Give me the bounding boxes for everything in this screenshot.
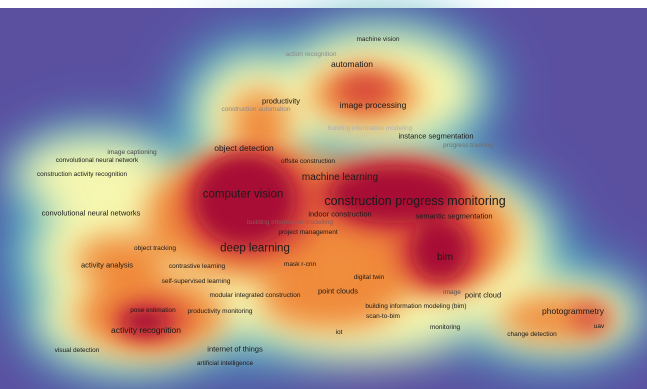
keyword-contrastive-learning[interactable]: contrastive learning [168,262,226,270]
keyword-convolutional-neural-network[interactable]: convolutional neural network [55,156,139,164]
keyword-building-information-modeling-faint[interactable]: building information modeling [327,124,413,132]
keyword-uav[interactable]: uav [593,322,605,330]
keyword-scan-to-bim[interactable]: scan-to-bim [366,312,400,320]
keyword-machine-vision[interactable]: machine vision [356,35,400,43]
keyword-automation[interactable]: automation [330,58,374,69]
keyword-mask-r-cnn[interactable]: mask r-cnn [283,260,317,268]
keyword-visual-detection[interactable]: visual detection [54,346,100,354]
keyword-iot[interactable]: iot [335,328,343,336]
keyword-self-supervised-learning[interactable]: self-supervised learning [161,277,231,285]
keyword-object-tracking[interactable]: object tracking [134,244,176,252]
density-layer-peak [123,155,468,334]
keyword-construction-progress-monitoring[interactable]: construction progress monitoring [324,193,506,208]
keyword-progress-tracking[interactable]: progress tracking [443,141,493,149]
keyword-instance-segmentation[interactable]: instance segmentation [398,131,474,141]
keyword-image-processing[interactable]: image processing [339,99,407,110]
keyword-image-captioning[interactable]: image captioning [107,148,157,156]
keyword-project-management[interactable]: project management [278,228,338,236]
keyword-computer-vision[interactable]: computer vision [202,188,284,201]
keyword-building-information-modeling-bim[interactable]: building information modeling (bim) [365,302,467,310]
keyword-convolutional-neural-networks[interactable]: convolutional neural networks [41,208,141,218]
keyword-action-recognition[interactable]: action recognition [285,50,337,58]
keyword-point-cloud[interactable]: point cloud [464,290,502,300]
keyword-machine-learning[interactable]: machine learning [301,172,379,183]
keyword-object-detection[interactable]: object detection [214,142,274,153]
keyword-modular-integrated-construction[interactable]: modular integrated construction [209,291,301,299]
keyword-offsite-construction[interactable]: offsite construction [280,157,336,165]
keyword-productivity-monitoring[interactable]: productivity monitoring [187,307,253,315]
keyword-indoor-construction[interactable]: indoor construction [308,209,372,219]
keyword-photogrammetry[interactable]: photogrammetry [542,305,604,316]
keyword-deep-learning[interactable]: deep learning [220,242,290,255]
keyword-construction-activity-recognition[interactable]: construction activity recognition [36,170,128,178]
keyword-digital-twin[interactable]: digital twin [353,273,385,281]
keyword-pose-estimation[interactable]: pose estimation [130,306,176,314]
keyword-internet-of-things[interactable]: internet of things [207,344,263,354]
keyword-activity-recognition[interactable]: activity recognition [111,324,181,335]
top-border [0,0,647,8]
keyword-productivity[interactable]: productivity [262,96,300,106]
keyword-semantic-segmentation[interactable]: semantic segmentation [415,211,493,221]
keyword-construction-automation[interactable]: construction automation [221,105,291,113]
keyword-image[interactable]: image [443,288,461,296]
keyword-artificial-intelligence[interactable]: artificial intelligence [196,359,254,367]
keyword-change-detection[interactable]: change detection [507,330,557,338]
keyword-bim[interactable]: bim [436,252,454,263]
keyword-point-clouds[interactable]: point clouds [317,286,359,296]
keyword-building-information-modelling[interactable]: building information modelling [247,218,333,226]
keyword-monitoring[interactable]: monitoring [429,323,461,331]
keyword-activity-analysis[interactable]: activity analysis [80,260,134,270]
